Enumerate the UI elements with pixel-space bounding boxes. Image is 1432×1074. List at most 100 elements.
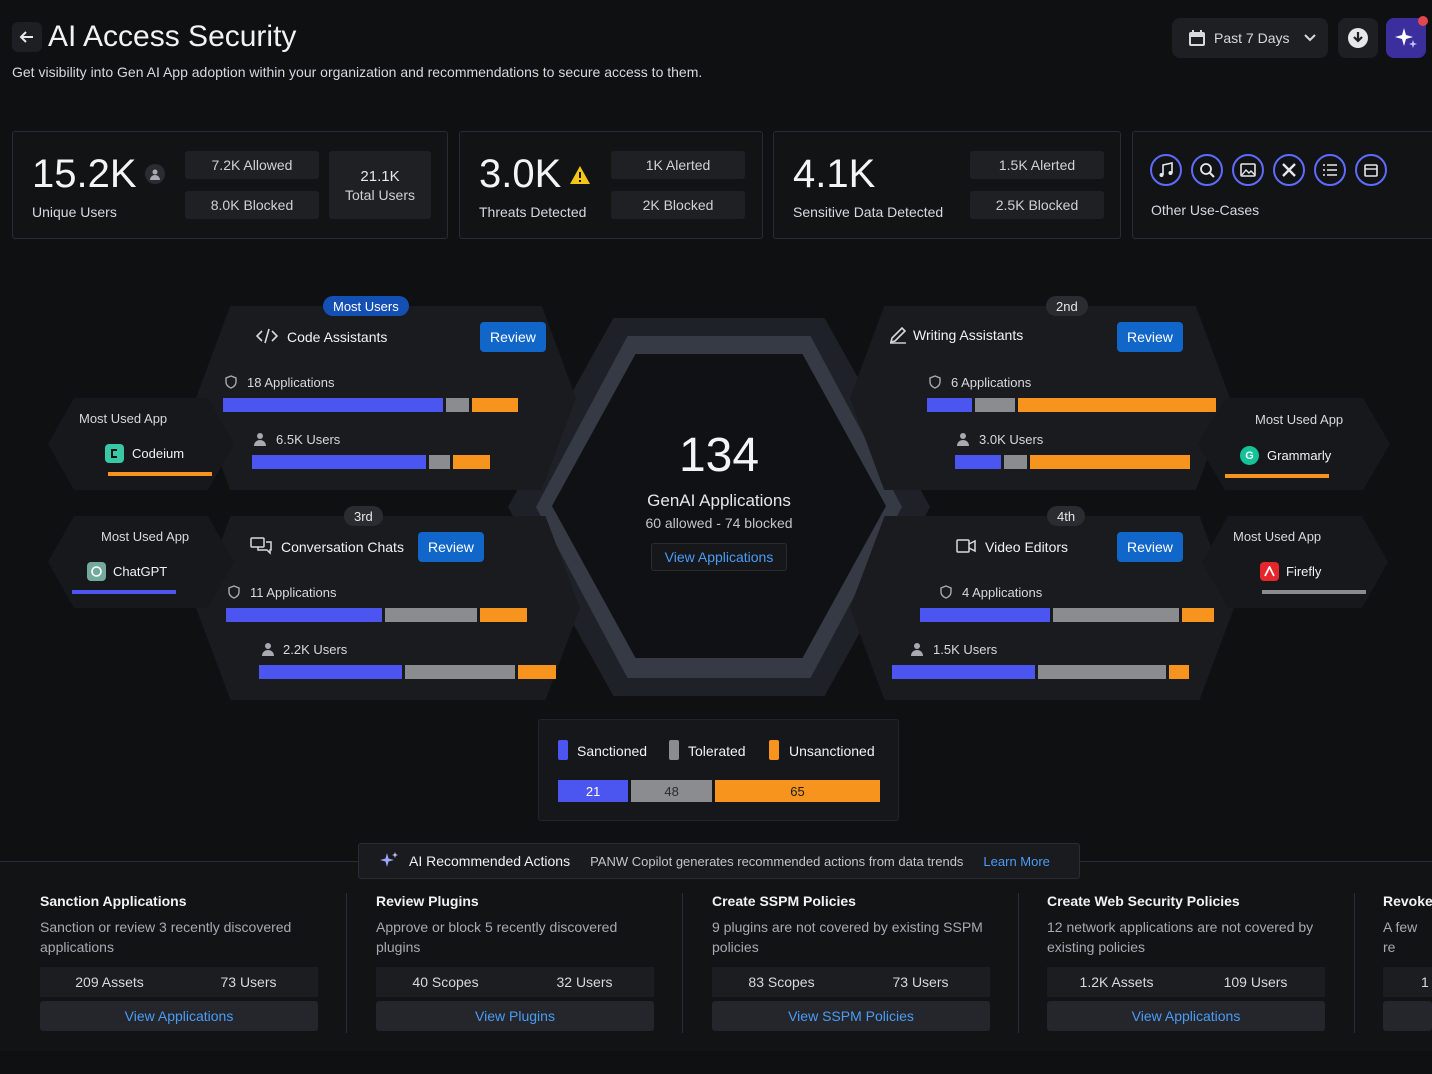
code-assistants-review-button[interactable]: Review — [480, 322, 546, 352]
rec-description: 9 plugins are not covered by existing SS… — [712, 919, 983, 955]
sensitive-data-card: 4.1K Sensitive Data Detected 1.5K Alerte… — [773, 131, 1121, 239]
view-applications-button[interactable]: View Applications — [1047, 1001, 1325, 1031]
page-title: AI Access Security — [48, 20, 297, 53]
threats-card: 3.0K Threats Detected 1K Alerted 2K Bloc… — [459, 131, 763, 239]
music-icon[interactable] — [1150, 154, 1182, 186]
codeium-logo-icon — [105, 444, 124, 463]
copilot-button[interactable] — [1386, 16, 1428, 58]
unsanctioned-count: 65 — [715, 780, 880, 802]
writing-assistants-title: Writing Assistants — [913, 327, 1024, 343]
code-assistants-users-bar — [252, 455, 490, 469]
user-icon — [957, 433, 969, 446]
other-use-cases-card: Other Use-Cases — [1132, 131, 1432, 239]
writing-most-used-app: Grammarly — [1267, 448, 1332, 463]
user-icon — [262, 643, 274, 656]
rec-stat-users: 109 Users — [1223, 974, 1288, 990]
genai-apps-detail: 60 allowed - 74 blocked — [645, 515, 793, 531]
total-users: 21.1K Total Users — [329, 151, 431, 219]
unsanctioned-segment — [452, 455, 490, 469]
tolerated-segment — [429, 455, 450, 469]
rec-stat-assets: 1 — [1421, 974, 1429, 990]
sensitive-blocked: 2.5K Blocked — [970, 191, 1104, 219]
tolerated-segment — [445, 398, 469, 412]
image-icon[interactable] — [1232, 154, 1264, 186]
video-editors-review-button[interactable]: Review — [1117, 532, 1183, 562]
sanctioned-segment — [892, 665, 1035, 679]
code-most-used-bar — [108, 472, 212, 476]
sanctioned-label: Sanctioned — [577, 743, 648, 759]
writing-assistants-users-bar — [955, 455, 1190, 469]
unique-users-value: 15.2K — [32, 152, 137, 196]
pencil-icon — [889, 326, 907, 344]
conversation-chats-apps: 11 Applications — [250, 585, 337, 600]
conversation-chats-rank: 3rd — [344, 506, 383, 526]
rec-stats: 1.2K Assets 109 Users — [1047, 967, 1325, 997]
writing-assistants-review-button[interactable]: Review — [1117, 322, 1183, 352]
video-editors-rank: 4th — [1047, 506, 1086, 526]
threats-label: Threats Detected — [479, 204, 587, 220]
code-assistants-rank: Most Users — [323, 296, 409, 316]
unsanctioned-segment — [1017, 398, 1216, 412]
user-icon — [911, 643, 923, 656]
conversation-chats-apps-bar — [226, 608, 527, 622]
rec-action-button[interactable] — [1383, 1001, 1432, 1031]
code-assistants-apps: 18 Applications — [247, 375, 335, 390]
video-camera-icon — [956, 539, 976, 553]
list-icon[interactable] — [1314, 154, 1346, 186]
video-editors-apps-bar — [920, 608, 1214, 622]
code-assistants-title: Code Assistants — [287, 329, 388, 345]
total-users-value: 21.1K — [360, 167, 400, 185]
view-sspm-policies-button[interactable]: View SSPM Policies — [712, 1001, 990, 1031]
users-blocked: 8.0K Blocked — [185, 191, 319, 219]
learn-more-link[interactable]: Learn More — [983, 853, 1050, 869]
writing-assistants-apps: 6 Applications — [951, 375, 1032, 390]
threats-blocked: 2K Blocked — [611, 191, 745, 219]
rec-stats: 40 Scopes 32 Users — [376, 967, 654, 997]
rec-stat-assets: 209 Assets — [75, 974, 144, 990]
unsanctioned-swatch — [769, 740, 779, 760]
total-users-label: Total Users — [344, 186, 416, 203]
divider — [1354, 893, 1355, 1033]
sanctioned-segment — [252, 455, 426, 469]
tolerated-segment — [404, 665, 516, 679]
sparkle-icon — [1395, 28, 1417, 48]
tools-icon[interactable] — [1273, 154, 1305, 186]
unsanctioned-segment — [1029, 455, 1190, 469]
rec-title: Revoke — [1383, 893, 1432, 909]
warning-icon — [570, 166, 590, 184]
back-button[interactable] — [12, 22, 42, 52]
users-allowed: 7.2K Allowed — [185, 151, 319, 179]
rec-title: Review Plugins — [376, 893, 479, 909]
unique-users-card: 15.2K Unique Users 7.2K Allowed 8.0K Blo… — [12, 131, 448, 239]
calendar-icon[interactable] — [1355, 154, 1387, 186]
rec-description: Sanction or review 3 recently discovered… — [40, 919, 292, 955]
search-icon[interactable] — [1191, 154, 1223, 186]
rec-card: Sanction Applications Sanction or review… — [40, 893, 318, 1031]
rec-stat-scopes: 83 Scopes — [748, 974, 815, 990]
date-range-select[interactable]: Past 7 Days — [1172, 18, 1328, 58]
chat-most-used-label: Most Used App — [101, 529, 190, 544]
genai-apps-value: 134 — [678, 429, 760, 482]
sanction-legend: Sanctioned Tolerated Unsanctioned 21 48 … — [538, 719, 899, 821]
tolerated-count: 48 — [631, 780, 713, 802]
tolerated-segment — [1003, 455, 1027, 469]
writing-assistants-apps-bar — [927, 398, 1216, 412]
video-most-used-label: Most Used App — [1233, 529, 1322, 544]
view-applications-button[interactable]: View Applications — [40, 1001, 318, 1031]
rec-title: Create Web Security Policies — [1047, 893, 1240, 909]
page-subtitle: Get visibility into Gen AI App adoption … — [12, 64, 703, 80]
rec-card: Create Web Security Policies 12 network … — [1047, 893, 1325, 1031]
download-icon — [1348, 28, 1368, 48]
sensitive-alerted: 1.5K Alerted — [970, 151, 1104, 179]
rec-stat-users: 32 Users — [556, 974, 613, 990]
rec-description: A few re revoked — [1383, 919, 1418, 955]
sparkle-icon — [380, 852, 398, 867]
view-applications-link[interactable]: View Applications — [651, 543, 787, 571]
conversation-chats-review-button[interactable]: Review — [418, 532, 484, 562]
download-button[interactable] — [1338, 18, 1378, 58]
rec-stat-users: 73 Users — [220, 974, 277, 990]
rec-card-partial: Revoke A few re revoked 1 — [1383, 893, 1432, 1031]
view-plugins-button[interactable]: View Plugins — [376, 1001, 654, 1031]
chevron-down-icon — [1304, 34, 1317, 42]
rec-card: Review Plugins Approve or block 5 recent… — [376, 893, 654, 1031]
